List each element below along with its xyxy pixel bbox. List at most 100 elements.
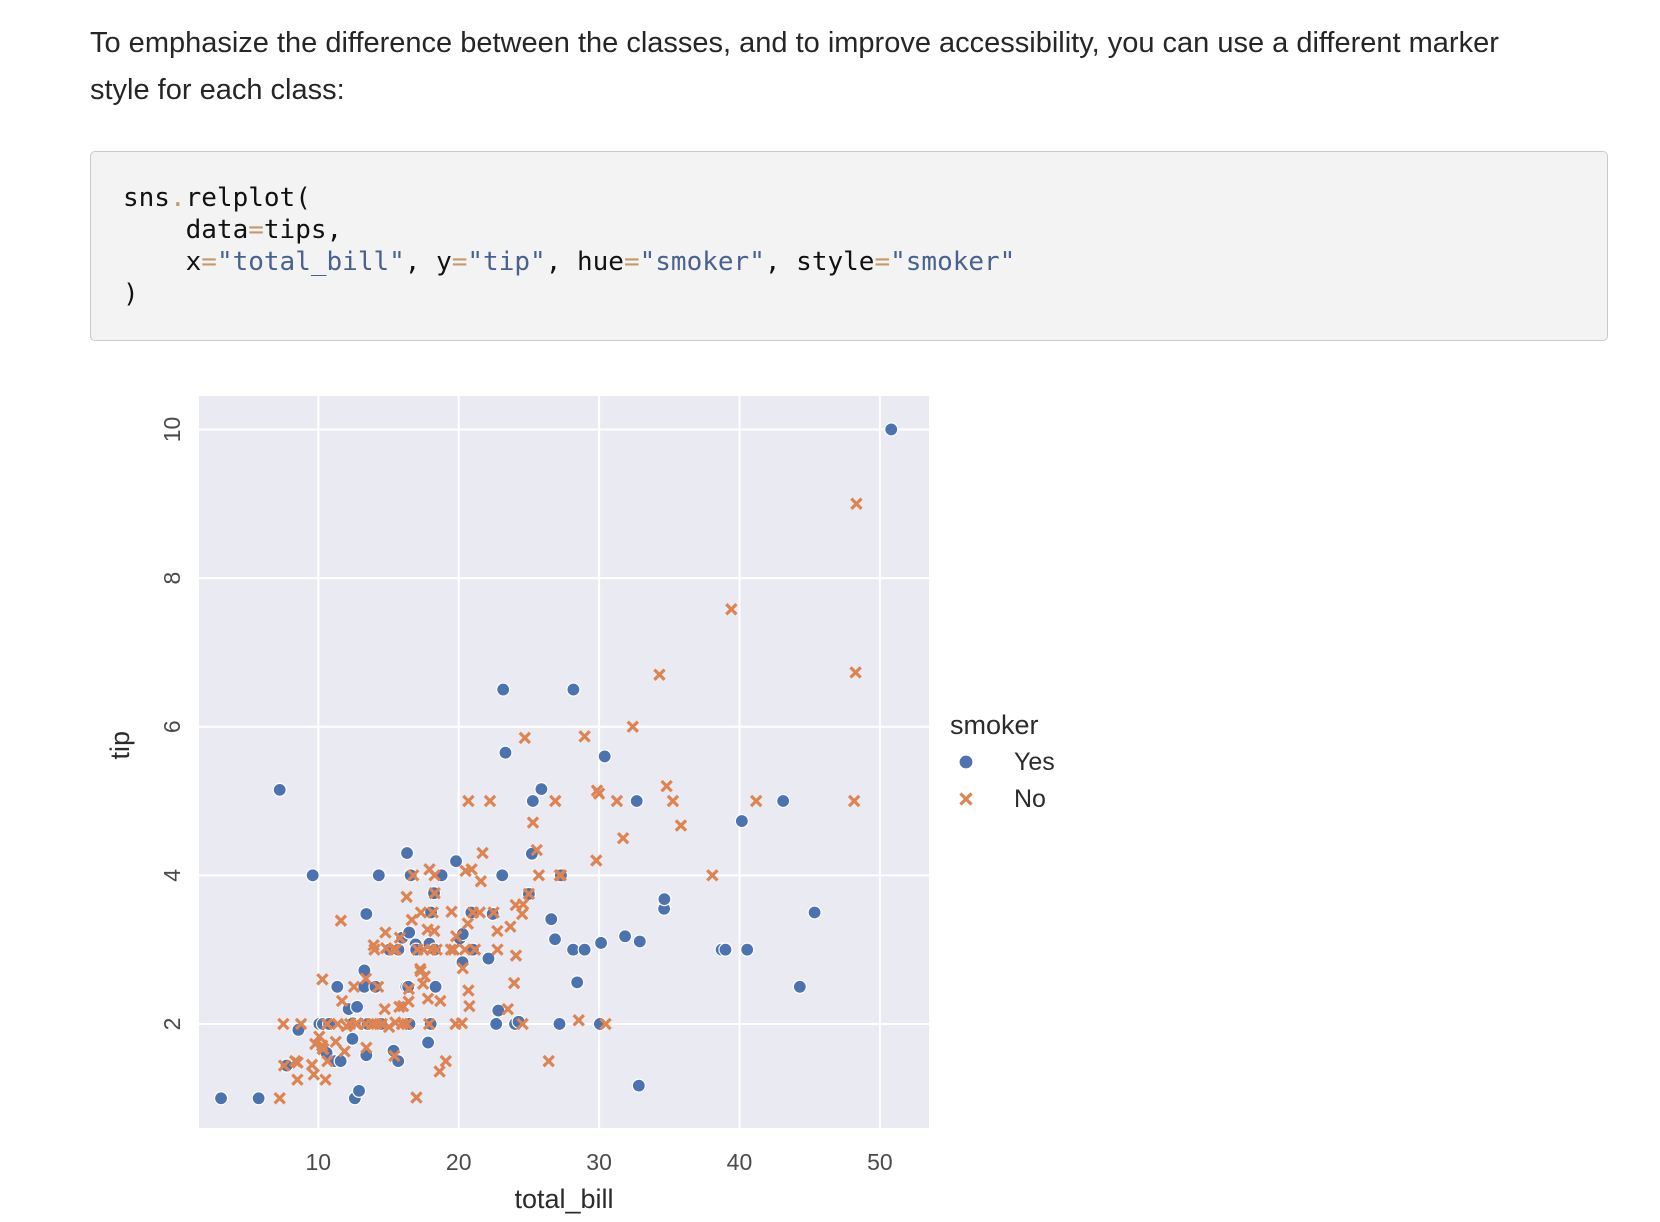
data-point: [549, 794, 562, 808]
data-point: [776, 793, 791, 809]
x-tick-label: 20: [446, 1149, 472, 1175]
x-tick-label: 50: [867, 1149, 893, 1175]
data-point: [850, 497, 863, 510]
data-point: [428, 886, 441, 900]
data-point: [371, 980, 385, 994]
x-axis-label: total_bill: [514, 1184, 613, 1214]
data-point: [657, 892, 672, 907]
data-point: [496, 682, 511, 697]
data-point: [725, 603, 738, 616]
code-token: hue: [577, 247, 624, 277]
data-point: [734, 813, 749, 829]
data-point: [421, 992, 435, 1005]
data-point: [414, 906, 428, 919]
data-point: [544, 912, 559, 927]
data-point: [411, 943, 424, 956]
data-point: [463, 999, 476, 1013]
data-point: [388, 1049, 401, 1063]
legend-label-yes: Yes: [1014, 748, 1055, 776]
data-point: [375, 1017, 389, 1031]
data-point: [402, 982, 416, 996]
y-tick-label: 10: [159, 417, 185, 443]
data-point: [273, 1092, 286, 1105]
y-tick-label: 4: [159, 869, 185, 882]
data-point: [320, 1017, 334, 1031]
code-token: =: [874, 247, 891, 277]
code-block: sns.relplot( data=tips, x="total_bill", …: [90, 151, 1608, 341]
data-point: [599, 1017, 612, 1031]
data-point: [406, 869, 420, 882]
data-point: [516, 898, 530, 911]
data-point: [422, 1017, 436, 1031]
data-point: [430, 943, 443, 956]
data-point: [542, 1054, 555, 1068]
data-point: [359, 972, 373, 985]
data-point: [428, 979, 443, 994]
data-point: [402, 925, 417, 940]
data-point: [462, 984, 475, 997]
data-point: [393, 1000, 406, 1014]
data-point: [792, 979, 807, 994]
data-point: [403, 868, 418, 883]
data-point: [347, 980, 361, 994]
code-token: "smoker": [639, 247, 765, 277]
x-tick-label: 40: [727, 1149, 753, 1175]
y-tick-label: 6: [159, 720, 185, 733]
x-tick-label: 30: [586, 1149, 612, 1175]
data-point: [504, 920, 517, 933]
data-point: [515, 907, 529, 921]
data-point: [590, 854, 603, 867]
data-point: [572, 1014, 585, 1027]
data-point: [489, 1016, 504, 1032]
data-point: [461, 917, 475, 930]
data-point: [410, 1091, 423, 1104]
data-point: [706, 869, 719, 882]
code-token: tips,: [263, 215, 343, 245]
data-point: [338, 1045, 351, 1058]
data-point: [277, 1017, 290, 1031]
legend-marker-no: [959, 792, 973, 806]
data-point: [331, 1017, 344, 1031]
code-token: x: [185, 247, 202, 277]
data-point: [368, 943, 381, 956]
data-point: [291, 1056, 304, 1069]
data-point: [448, 854, 464, 869]
data-point: [518, 731, 532, 745]
data-point: [498, 745, 513, 760]
data-point: [272, 782, 287, 797]
data-point: [884, 422, 899, 437]
data-point: [552, 1016, 567, 1032]
data-point: [449, 930, 463, 943]
code-token: sns: [123, 183, 170, 213]
data-point: [389, 943, 403, 956]
data-point: [345, 1031, 360, 1046]
data-point: [522, 887, 536, 901]
y-tick-label: 8: [159, 572, 185, 585]
legend: smoker Yes No: [950, 710, 1055, 813]
code-token: ): [123, 279, 139, 309]
code-token: =: [451, 247, 468, 277]
data-point: [465, 863, 478, 876]
data-point: [530, 843, 543, 857]
data-point: [473, 906, 487, 919]
data-point: [434, 994, 447, 1008]
data-point: [592, 787, 606, 800]
data-point: [349, 999, 365, 1014]
data-point: [379, 926, 392, 939]
data-point: [447, 943, 461, 956]
data-point: [566, 682, 581, 697]
data-point: [481, 951, 496, 966]
data-point: [445, 905, 458, 918]
data-point: [400, 890, 413, 904]
plot-area: [199, 396, 929, 1128]
data-point: [525, 793, 540, 809]
legend-marker-yes: [958, 754, 974, 770]
data-point: [396, 1017, 409, 1031]
data-point: [213, 1091, 229, 1106]
x-tick-label: 10: [306, 1149, 332, 1175]
data-point: [368, 979, 383, 994]
data-point: [319, 1073, 332, 1086]
data-point: [371, 868, 386, 883]
data-point: [495, 868, 510, 883]
tick-labels: 10 20 30 40 50 2 4 6 8 10: [159, 417, 893, 1175]
